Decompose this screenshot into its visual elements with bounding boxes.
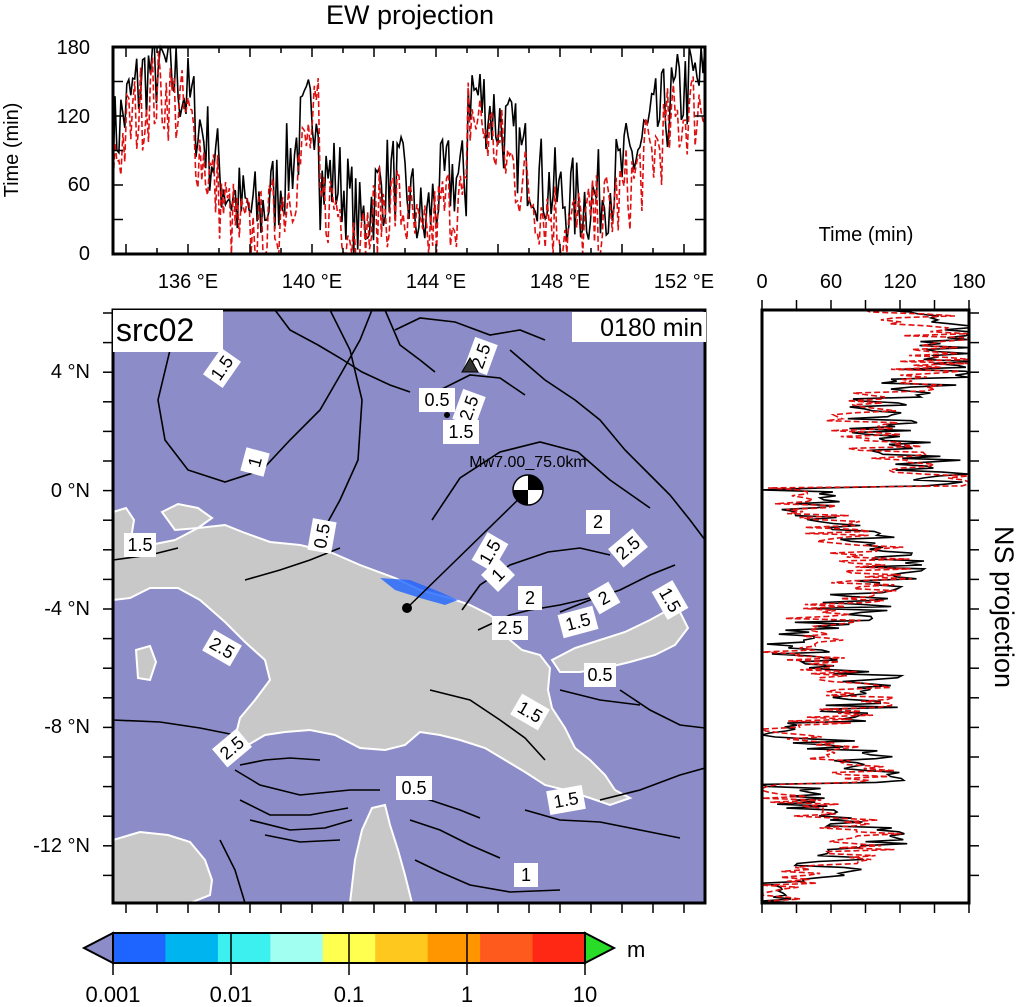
ns-xtick: 0 xyxy=(756,271,767,293)
station-triangle-icon xyxy=(461,356,479,373)
colorbar-cell xyxy=(375,933,429,963)
ns-title: NS projection xyxy=(989,526,1017,688)
time-label: 0180 min xyxy=(600,314,703,342)
ns-xtick: 120 xyxy=(883,271,916,293)
contour-label: 0.5 xyxy=(424,390,449,410)
island-landmass xyxy=(134,644,158,682)
contour-label: 2.5 xyxy=(497,618,522,638)
colorbar-cells xyxy=(113,933,586,963)
colorbar-under-arrow xyxy=(81,931,114,965)
colorbar-tick-label: 0.1 xyxy=(334,982,365,1007)
map-ytick: -12 °N xyxy=(33,835,90,857)
contour-label: 0.5 xyxy=(401,778,426,798)
cape-york-landmass xyxy=(348,803,414,903)
contour-label: 1.5 xyxy=(448,422,473,442)
ns-xtick: 60 xyxy=(820,271,842,293)
colorbar: m 0.001 0.01 0.1 1 10 xyxy=(81,931,645,1007)
contour-label: 1 xyxy=(244,455,266,470)
ns-xlabel: Time (min) xyxy=(819,224,914,246)
map-ytick: -4 °N xyxy=(44,598,90,620)
ew-series-group xyxy=(112,44,706,257)
colorbar-cell xyxy=(217,933,271,963)
ew-xtick: 144 °E xyxy=(406,271,466,293)
ew-xtick: 136 °E xyxy=(158,271,218,293)
colorbar-cell xyxy=(532,933,586,963)
ns-mean-line xyxy=(759,309,970,904)
map-panel: 1.5 2.5 0.5 2.5 1.5 1 0.5 1.5 2 2.5 1 2 … xyxy=(33,308,707,913)
point-marker xyxy=(444,412,450,418)
contour-label: 1 xyxy=(521,865,531,885)
colorbar-cell xyxy=(270,933,324,963)
island-landmass xyxy=(160,502,214,532)
colorbar-ticks xyxy=(112,933,586,975)
ns-max-line xyxy=(761,309,972,904)
map-frame xyxy=(111,308,707,905)
colorbar-tick-label: 10 xyxy=(573,982,597,1007)
contour-label: 1.5 xyxy=(127,535,152,555)
ns-projection-panel: Time (min) 0 60 120 180 NS projection xyxy=(756,224,1017,913)
colorbar-unit: m xyxy=(627,937,645,962)
ns-series-group xyxy=(759,309,972,904)
ew-projection-panel: EW projection Time (min) 0 60 120 180 13… xyxy=(1,0,714,293)
map-ytick: -8 °N xyxy=(44,716,90,738)
source-label-box xyxy=(113,310,223,352)
contour-label: 2 xyxy=(525,588,535,608)
ew-xtick: 140 °E xyxy=(282,271,342,293)
ew-ticks xyxy=(113,46,705,255)
colorbar-tick-label: 0.001 xyxy=(85,982,140,1007)
map-ticks xyxy=(103,312,685,913)
high-amplitude-zone xyxy=(380,578,458,605)
ew-ytick: 120 xyxy=(57,106,90,128)
ns-ticks xyxy=(761,300,979,913)
australia-landmass xyxy=(113,830,214,903)
event-label: Mw7.00_75.0km xyxy=(469,454,586,471)
contour-label: 1.5 xyxy=(552,788,580,812)
source-label: src02 xyxy=(116,312,194,348)
colorbar-tick-label: 0.01 xyxy=(210,982,253,1007)
ew-title: EW projection xyxy=(326,0,494,30)
contour-label-group: 1.5 2.5 0.5 2.5 1.5 1 0.5 1.5 2 2.5 1 2 … xyxy=(124,336,689,887)
source-link-line xyxy=(406,489,529,609)
new-guinea-landmass xyxy=(113,506,633,807)
ew-ytick: 0 xyxy=(79,243,90,265)
contour-lines xyxy=(113,310,705,903)
ns-xtick: 180 xyxy=(952,271,985,293)
beachball-icon xyxy=(512,474,544,506)
ew-ytick: 60 xyxy=(68,174,90,196)
map-ytick: 4 °N xyxy=(51,361,90,383)
epicenter-marker xyxy=(402,603,412,613)
contour-label: 0.5 xyxy=(310,522,334,550)
ew-ylabel: Time (min) xyxy=(1,103,23,198)
contour-label: 0.5 xyxy=(587,665,612,685)
colorbar-cell xyxy=(427,933,481,963)
time-label-box xyxy=(572,312,706,342)
colorbar-cell xyxy=(480,933,534,963)
ew-xtick: 148 °E xyxy=(530,271,590,293)
ew-xtick: 152 °E xyxy=(654,271,714,293)
colorbar-cell xyxy=(165,933,219,963)
contour-label: 2 xyxy=(593,512,603,532)
colorbar-over-arrow xyxy=(584,931,617,965)
colorbar-tick-label: 1 xyxy=(461,982,473,1007)
colorbar-cell xyxy=(113,933,166,963)
ew-max-line xyxy=(112,44,706,255)
ew-ytick: 180 xyxy=(57,37,90,59)
map-ytick: 0 °N xyxy=(51,480,90,502)
